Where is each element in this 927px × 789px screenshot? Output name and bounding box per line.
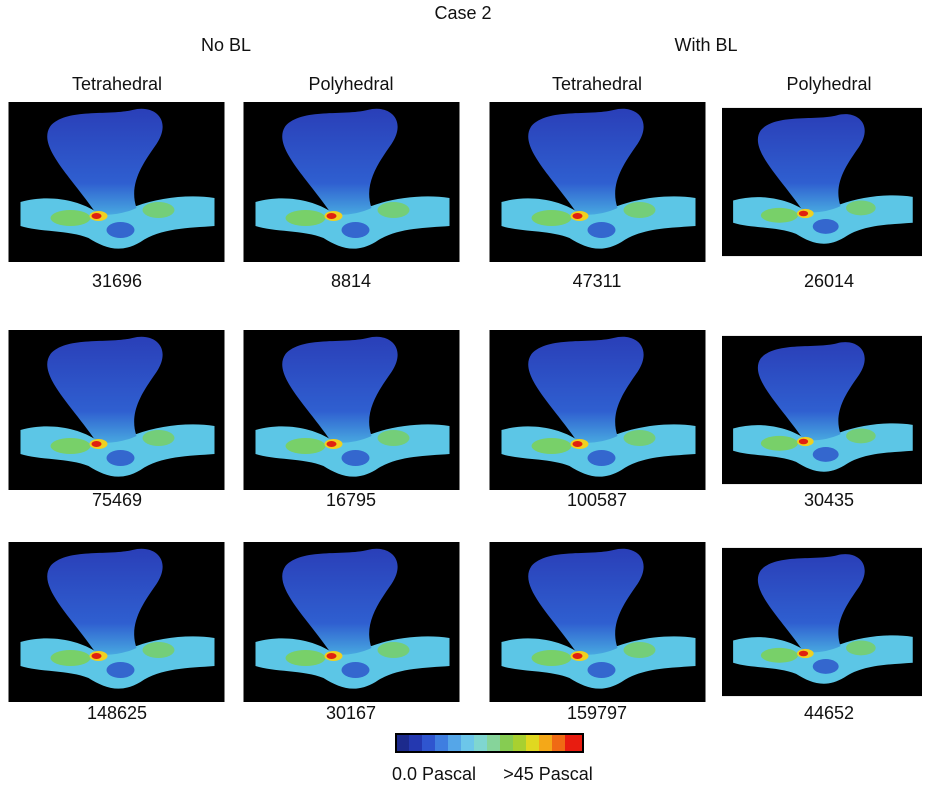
cell-count: 16795: [326, 490, 376, 510]
panel: [9, 102, 225, 262]
group-label: No BL: [201, 35, 251, 55]
group-label: With BL: [674, 35, 737, 55]
cell-count: 8814: [331, 271, 371, 291]
cell-count: 47311: [573, 271, 622, 291]
panel: [244, 330, 460, 490]
panel: [9, 542, 225, 702]
column-label: Polyhedral: [786, 74, 871, 94]
figure: Case 2 No BL With BL Tetrahedral Polyhed…: [0, 0, 927, 789]
panel: [9, 330, 225, 490]
column-label: Polyhedral: [308, 74, 393, 94]
cell-count: 148625: [87, 703, 147, 723]
panel: [722, 548, 922, 696]
cell-count: 44652: [804, 703, 854, 723]
cell-count: 159797: [567, 703, 627, 723]
cell-count: 26014: [804, 271, 854, 291]
column-label: Tetrahedral: [72, 74, 162, 94]
cell-count: 100587: [567, 490, 627, 510]
panel: [722, 336, 922, 484]
figure-title: Case 2: [434, 3, 491, 23]
cell-count: 30167: [326, 703, 376, 723]
panel: [490, 542, 706, 702]
panel: [244, 542, 460, 702]
colorbar-min-label: 0.0 Pascal: [392, 764, 476, 784]
panel: [244, 102, 460, 262]
panel: [490, 102, 706, 262]
column-label: Tetrahedral: [552, 74, 642, 94]
panel: [722, 108, 922, 256]
colorbar: [396, 734, 583, 752]
colorbar-max-label: >45 Pascal: [503, 764, 593, 784]
cell-count: 31696: [92, 271, 142, 291]
panels: [9, 102, 923, 702]
panel: [490, 330, 706, 490]
cell-count: 30435: [804, 490, 854, 510]
cell-count: 75469: [92, 490, 142, 510]
